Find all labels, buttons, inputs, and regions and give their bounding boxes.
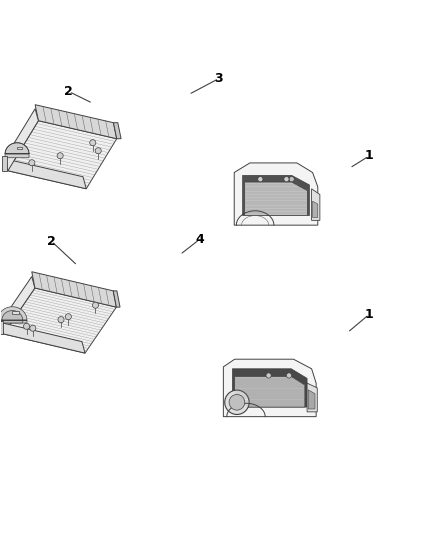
Polygon shape	[307, 383, 317, 412]
Circle shape	[30, 325, 36, 332]
Polygon shape	[233, 369, 307, 407]
Circle shape	[289, 176, 294, 182]
Circle shape	[229, 394, 245, 410]
Circle shape	[284, 176, 289, 182]
Circle shape	[29, 160, 35, 166]
Polygon shape	[5, 159, 86, 189]
Polygon shape	[5, 109, 39, 171]
Polygon shape	[12, 311, 18, 314]
Polygon shape	[223, 359, 316, 417]
Polygon shape	[17, 147, 22, 149]
Polygon shape	[0, 322, 85, 353]
Circle shape	[95, 148, 101, 154]
Circle shape	[266, 373, 271, 378]
Circle shape	[286, 373, 292, 378]
Polygon shape	[234, 163, 318, 225]
Text: 2: 2	[64, 85, 73, 98]
Polygon shape	[311, 189, 320, 220]
Polygon shape	[308, 390, 315, 409]
Polygon shape	[243, 175, 309, 215]
Polygon shape	[2, 311, 23, 323]
Text: 3: 3	[215, 72, 223, 85]
Polygon shape	[313, 201, 318, 217]
Circle shape	[92, 302, 99, 308]
Circle shape	[90, 140, 96, 146]
Circle shape	[225, 390, 249, 415]
Polygon shape	[113, 123, 121, 139]
Polygon shape	[113, 291, 120, 307]
Polygon shape	[0, 321, 3, 334]
Polygon shape	[5, 143, 29, 158]
Polygon shape	[35, 104, 117, 139]
Polygon shape	[3, 156, 7, 171]
Circle shape	[258, 176, 263, 182]
Circle shape	[57, 152, 63, 159]
Polygon shape	[4, 288, 117, 353]
Circle shape	[58, 317, 64, 322]
Circle shape	[24, 323, 30, 329]
Polygon shape	[0, 277, 35, 334]
Polygon shape	[8, 120, 117, 189]
Text: 1: 1	[365, 149, 374, 163]
Text: 4: 4	[195, 233, 204, 246]
Text: 1: 1	[365, 308, 374, 321]
Polygon shape	[245, 182, 307, 215]
Polygon shape	[0, 307, 27, 323]
Circle shape	[65, 314, 71, 320]
Text: 2: 2	[47, 235, 56, 248]
Polygon shape	[32, 272, 117, 307]
Polygon shape	[235, 376, 305, 407]
